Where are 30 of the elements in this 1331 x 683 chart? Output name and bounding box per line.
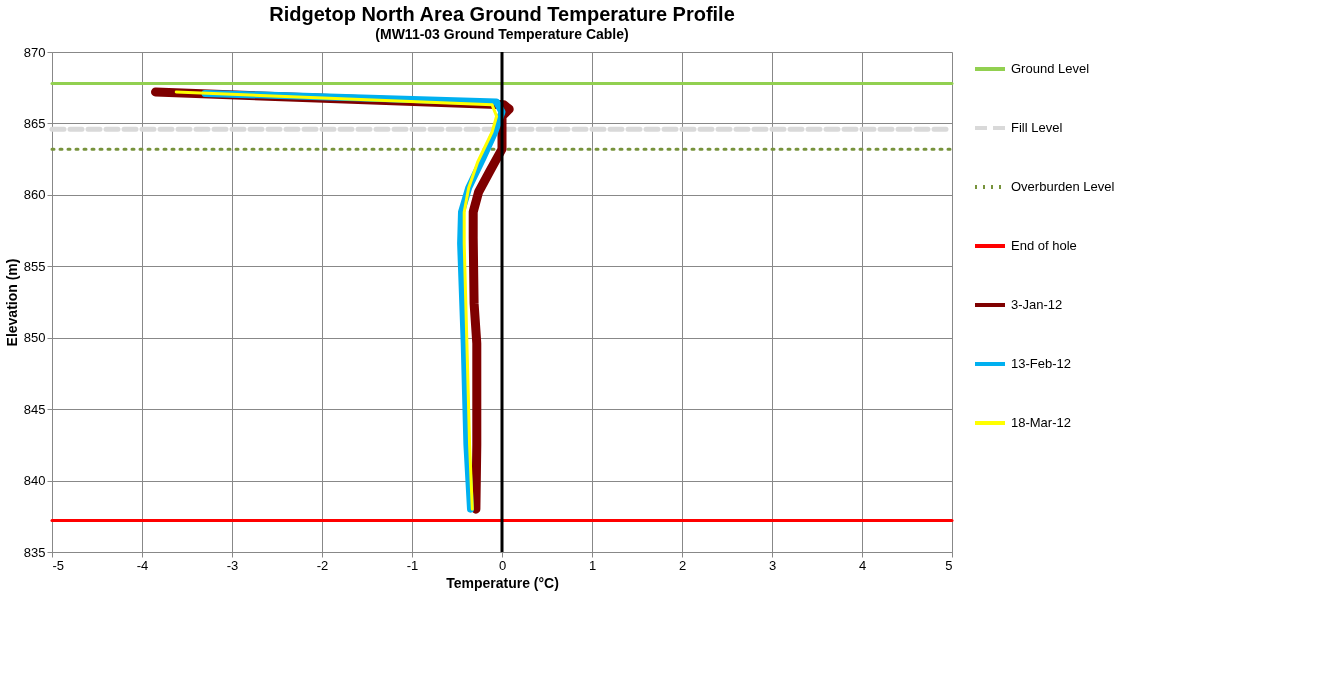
x-axis-title: Temperature (°C) — [446, 574, 559, 591]
x-tick-label: 2 — [678, 557, 687, 573]
legend-label: 3-Jan-12 — [1011, 297, 1063, 312]
x-tick-label: 0 — [498, 557, 507, 573]
legend-label: Ground Level — [1011, 61, 1090, 76]
x-tick-label: 1 — [588, 557, 597, 573]
x-tick-label: 5 — [945, 557, 953, 573]
legend-label: 18-Mar-12 — [1011, 415, 1071, 430]
y-tick-label: 850 — [23, 330, 46, 346]
chart-subtitle: (MW11-03 Ground Temperature Cable) — [375, 26, 629, 42]
chart-title: Ridgetop North Area Ground Temperature Profile — [269, 3, 735, 25]
y-tick-label: 860 — [23, 187, 46, 203]
x-tick-label: -3 — [226, 557, 239, 573]
legend-label: 13-Feb-12 — [1011, 356, 1071, 371]
x-tick-label: 3 — [768, 557, 777, 573]
y-axis-title: Elevation (m) — [3, 258, 20, 347]
x-tick-label: 4 — [858, 557, 867, 573]
x-tick-label: -1 — [406, 557, 419, 573]
x-tick-label: -5 — [52, 557, 65, 573]
y-tick-label: 855 — [23, 258, 46, 274]
legend-label: Fill Level — [1011, 120, 1063, 135]
legend-label: End of hole — [1011, 238, 1077, 253]
y-tick-label: 845 — [23, 401, 46, 417]
y-tick-label: 870 — [23, 44, 46, 60]
y-tick-label: 835 — [23, 544, 46, 560]
y-tick-label: 840 — [23, 473, 46, 489]
x-tick-label: -2 — [316, 557, 329, 573]
y-tick-label: 865 — [23, 115, 46, 131]
legend-label: Overburden Level — [1011, 179, 1115, 194]
x-tick-label: -4 — [136, 557, 149, 573]
